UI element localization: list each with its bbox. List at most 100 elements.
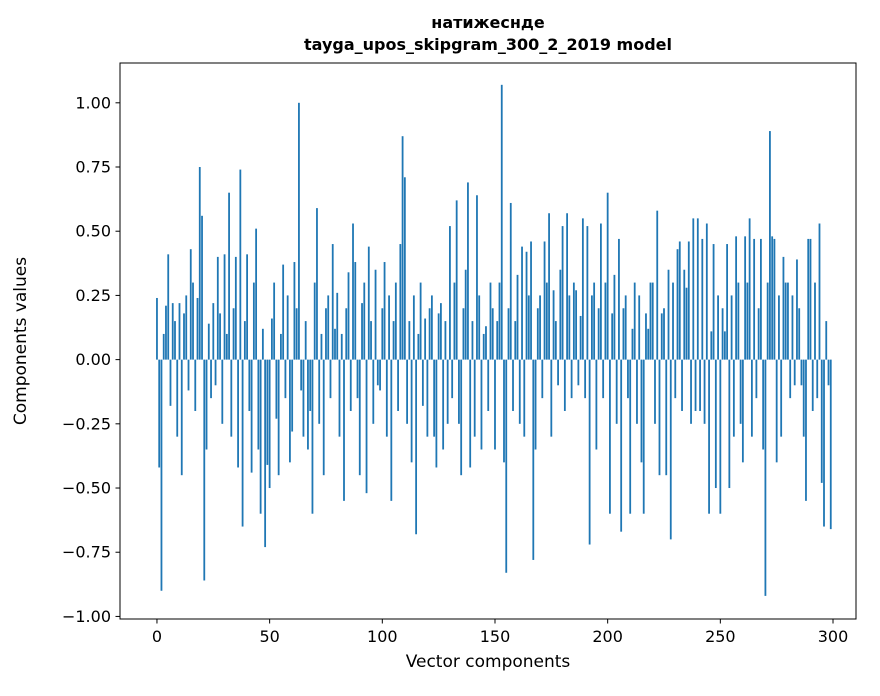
bar (741, 359, 744, 463)
bar (530, 241, 532, 360)
bar (491, 308, 494, 360)
bar (656, 210, 659, 360)
bar (300, 359, 303, 391)
y-tick-label: −0.50 (62, 479, 111, 498)
bar (397, 359, 399, 411)
bar (692, 218, 695, 360)
bar (464, 269, 467, 360)
bar (726, 244, 728, 360)
bar (654, 359, 656, 424)
bar (255, 228, 258, 360)
bar (545, 282, 548, 360)
bar (627, 359, 629, 399)
bar (602, 359, 605, 399)
bar (259, 359, 262, 514)
bar (471, 321, 474, 360)
bar (575, 290, 578, 360)
bar (667, 269, 670, 360)
bar (563, 359, 566, 411)
bar (356, 359, 359, 399)
bar (541, 359, 544, 399)
bar (636, 359, 638, 424)
bar (374, 269, 377, 360)
bar (496, 321, 499, 360)
bar (277, 359, 280, 476)
bar (717, 295, 719, 360)
chart-title-line1: натижеснде (431, 13, 545, 32)
bar (622, 308, 625, 360)
bar (201, 215, 203, 360)
chart-title: натижеснде tayga_upos_skipgram_300_2_201… (120, 12, 856, 55)
bar (572, 282, 575, 360)
bar (735, 236, 738, 360)
bar (548, 213, 550, 360)
bar (205, 359, 208, 450)
bar (714, 359, 717, 489)
bar (674, 359, 677, 399)
bar (552, 290, 555, 360)
bar (676, 249, 679, 360)
bar (550, 359, 553, 437)
bar (696, 218, 699, 360)
bar (365, 359, 368, 494)
bar (566, 213, 568, 360)
bar (507, 308, 510, 360)
bar (358, 359, 361, 476)
bar (719, 359, 722, 514)
bar (613, 274, 616, 360)
bar (361, 303, 363, 360)
bar (307, 359, 309, 450)
bar (703, 359, 706, 424)
bar (203, 359, 206, 581)
bar (782, 256, 785, 360)
bar (811, 359, 814, 411)
y-tick-label: −0.25 (62, 414, 111, 433)
bar (778, 295, 780, 360)
bar (739, 359, 742, 424)
bar (802, 359, 805, 437)
bar (309, 359, 312, 411)
bar (221, 359, 224, 424)
bar (766, 282, 769, 360)
bar (500, 84, 503, 360)
bar (430, 295, 433, 360)
bar (293, 262, 296, 360)
bar (194, 359, 197, 411)
bar (415, 359, 418, 535)
bar (746, 282, 749, 360)
bar (289, 359, 291, 463)
bar (383, 262, 386, 360)
bar (449, 226, 451, 360)
bar (394, 282, 397, 360)
bar (769, 131, 771, 360)
bar (313, 282, 316, 360)
bar (690, 359, 692, 424)
bar (399, 244, 402, 360)
bar (467, 182, 469, 360)
bar (329, 359, 332, 399)
bar (678, 241, 681, 360)
x-tick-label: 200 (592, 627, 623, 646)
bar (451, 359, 454, 399)
bar (505, 359, 508, 573)
bar (503, 359, 505, 463)
y-tick-label: 0.25 (75, 286, 111, 305)
bar (433, 359, 436, 437)
bar (230, 359, 233, 437)
bar (512, 359, 514, 411)
bar (446, 359, 449, 424)
bar (207, 323, 210, 360)
bar (162, 333, 165, 360)
bar (214, 359, 217, 386)
bar (787, 282, 789, 360)
bar (604, 282, 607, 360)
bar (437, 313, 440, 360)
bar (536, 308, 539, 360)
x-tick-label: 150 (480, 627, 511, 646)
bar (286, 295, 289, 360)
chart-title-line2: tayga_upos_skipgram_300_2_2019 model (304, 34, 672, 54)
bar (167, 254, 170, 360)
bar (469, 359, 472, 468)
bar (532, 359, 535, 560)
bar (753, 238, 756, 360)
